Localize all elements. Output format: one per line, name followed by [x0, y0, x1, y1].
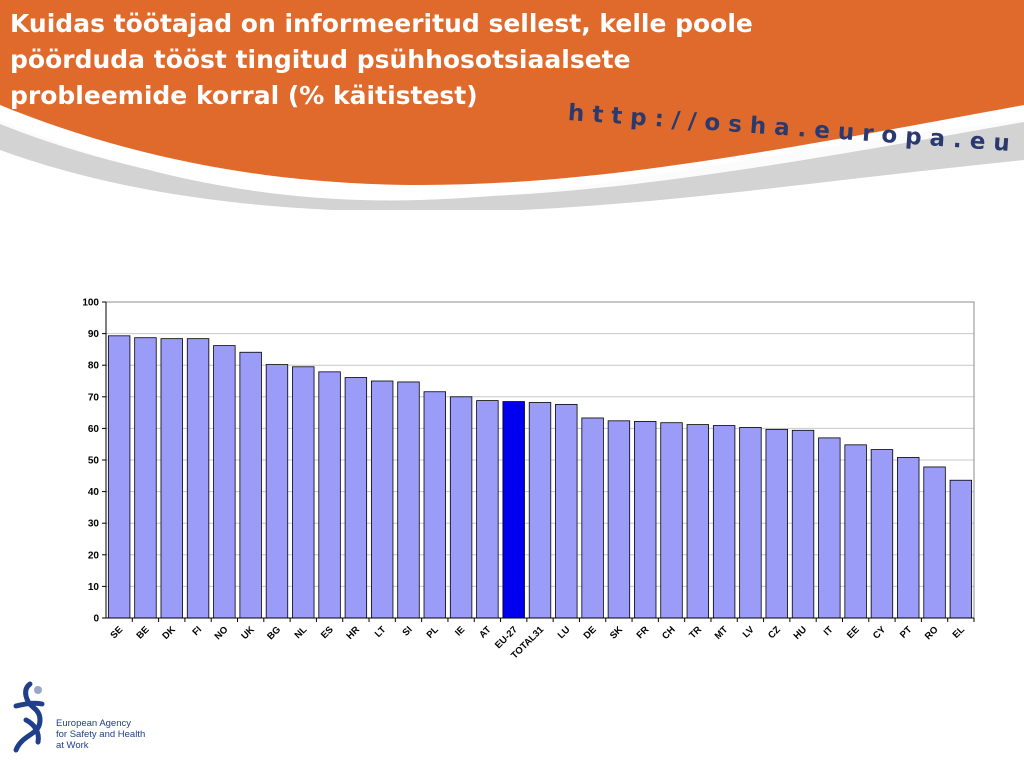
bar-cz: [765, 428, 788, 619]
x-tick-label: AT: [477, 624, 493, 640]
agency-logo: [13, 681, 45, 753]
agency-name-line-3: at Work: [56, 740, 89, 751]
logo-figure-icon: [13, 681, 45, 753]
agency-name-line-2: for Safety and Health: [56, 729, 146, 740]
x-tick-label: PT: [898, 624, 915, 641]
y-tick-label: 30: [88, 519, 100, 530]
bar-hr: [344, 377, 368, 619]
bar-hu: [791, 429, 815, 619]
bar-ie: [449, 396, 473, 619]
bar-cy: [870, 449, 894, 619]
bar-nl: [292, 366, 315, 619]
x-tick-label: CH: [660, 624, 678, 642]
x-tick-label: BG: [265, 624, 283, 642]
y-tick-label: 70: [88, 392, 100, 403]
bar-be: [134, 337, 157, 619]
bar-dk: [160, 338, 183, 619]
bar-lu: [555, 403, 578, 619]
bar-it: [818, 437, 841, 619]
bar-ch: [660, 422, 683, 619]
y-tick-label: 0: [93, 614, 99, 625]
x-tick-label: DE: [582, 624, 599, 641]
x-tick-label: PL: [425, 624, 442, 641]
x-tick-label: ES: [319, 624, 336, 641]
x-tick-label: RO: [923, 624, 941, 642]
x-tick-label: TR: [687, 624, 704, 641]
bar-total31: [528, 402, 552, 619]
x-tick-label: CY: [871, 624, 889, 642]
x-tick-label: DK: [160, 624, 178, 642]
y-tick-label: 10: [88, 582, 100, 593]
x-tick-label: EE: [845, 624, 862, 641]
bar-es: [318, 371, 341, 619]
x-tick-label: SK: [608, 624, 625, 641]
x-tick-label: MT: [713, 624, 731, 642]
bar-mt: [712, 425, 736, 619]
agency-name: European Agency for Safety and Health at…: [56, 718, 145, 751]
bar-tr: [686, 424, 710, 619]
x-tick-label: UK: [239, 624, 257, 642]
y-tick-label: 80: [88, 361, 100, 372]
x-tick-label: SI: [400, 624, 414, 638]
y-tick-label: 40: [88, 487, 100, 498]
x-tick-label: NL: [293, 624, 310, 641]
x-tick-label: HR: [345, 624, 363, 642]
slide-title: Kuidas töötajad on informeeritud sellest…: [10, 9, 753, 110]
bar-eu-27: [502, 401, 525, 619]
x-tick-labels: SE BE DK FI NO UK BG NL ES HR LT SI PL IE AT EU-27TOTAL…: [109, 624, 968, 662]
x-tick-label: NO: [213, 624, 231, 642]
bar-de: [581, 417, 604, 619]
bar-se: [107, 335, 131, 619]
bar-lv: [739, 427, 762, 619]
y-tick-label: 90: [88, 329, 100, 340]
bar-uk: [239, 351, 262, 619]
x-tick-label: LT: [373, 624, 389, 640]
x-tick-label: LV: [741, 624, 757, 640]
y-tick-label: 100: [82, 298, 99, 309]
header-banner: [0, 0, 1024, 210]
x-tick-label: EL: [951, 624, 968, 641]
header-shadow-swoosh: [0, 120, 1024, 210]
x-tick-label: LU: [556, 624, 573, 641]
y-tick-labels: 0 10 20 30 40 50 60 70 80 90 100: [82, 298, 99, 625]
y-tick-label: 60: [88, 424, 100, 435]
x-tick-label: IT: [822, 624, 836, 638]
bar-ro: [923, 466, 946, 619]
x-tick-label: FI: [190, 624, 204, 638]
bar-lt: [370, 380, 394, 619]
x-tick-label: SE: [109, 624, 126, 641]
bar-no: [213, 345, 236, 619]
header-orange-shape: [0, 0, 1024, 185]
header-white-swoosh: [0, 108, 1024, 198]
x-tick-label: IE: [453, 624, 467, 638]
bar-bg: [265, 364, 289, 619]
bars: [107, 335, 973, 619]
bar-pl: [423, 391, 446, 619]
x-tick-label: HU: [792, 624, 810, 642]
bar-sk: [607, 420, 631, 619]
bar-si: [397, 381, 420, 619]
logo-dot-icon: [34, 686, 42, 694]
y-tick-label: 50: [88, 456, 100, 467]
bar-el: [949, 479, 973, 619]
bar-pt: [897, 457, 920, 619]
x-tick-label: BE: [134, 624, 151, 641]
y-tick-label: 20: [88, 550, 100, 561]
bar-ee: [844, 444, 867, 619]
axes: [102, 301, 975, 622]
bar-fr: [634, 421, 657, 619]
agency-name-line-1: European Agency: [56, 718, 132, 729]
bar-at: [476, 400, 499, 619]
bar-fi: [186, 338, 210, 619]
x-tick-label: FR: [635, 624, 652, 641]
x-tick-label: CZ: [766, 624, 783, 641]
bar-chart: 0 10 20 30 40 50 60 70 80 90 100 SE BE DK FI NO UK BG NL E…: [82, 298, 975, 662]
